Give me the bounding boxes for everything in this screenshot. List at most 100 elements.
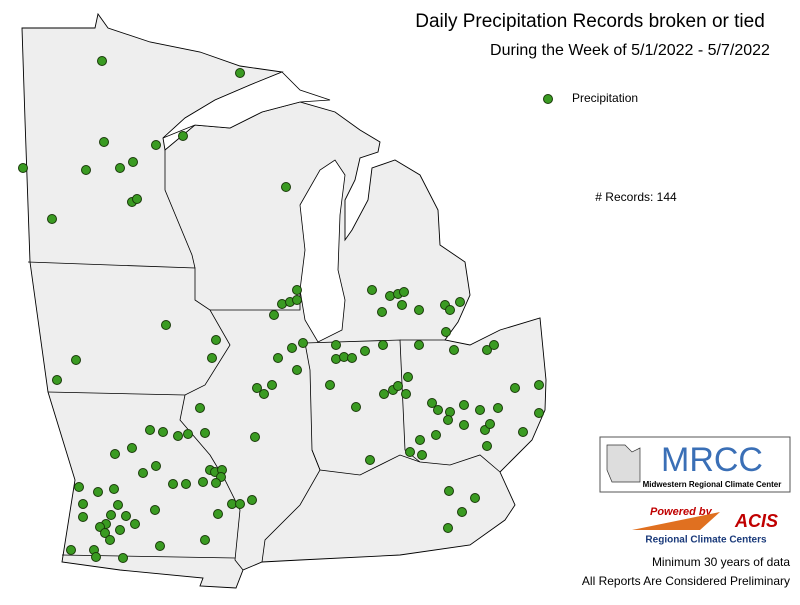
record-point (377, 307, 387, 317)
record-point (151, 140, 161, 150)
record-point (325, 380, 335, 390)
record-point (71, 355, 81, 365)
record-point (414, 305, 424, 315)
logo-map (606, 444, 641, 483)
records-count: # Records: 144 (595, 190, 677, 204)
record-point (417, 450, 427, 460)
record-point (200, 428, 210, 438)
record-point (132, 194, 142, 204)
record-point (360, 346, 370, 356)
record-point (252, 383, 262, 393)
record-point (115, 525, 125, 535)
record-point (393, 381, 403, 391)
logo-full-name: Midwestern Regional Climate Center (643, 480, 782, 489)
record-point (110, 449, 120, 459)
record-point (493, 403, 503, 413)
record-point (444, 486, 454, 496)
record-point (181, 479, 191, 489)
record-point (106, 510, 116, 520)
mrcc-logo: MRCC Midwestern Regional Climate Center (599, 436, 791, 493)
record-point (130, 519, 140, 529)
record-point (449, 345, 459, 355)
record-point (207, 353, 217, 363)
record-point (138, 468, 148, 478)
record-point (121, 511, 131, 521)
record-point (459, 400, 469, 410)
legend-marker (543, 94, 553, 104)
logo-name: MRCC (661, 441, 763, 479)
record-point (74, 482, 84, 492)
record-point (128, 157, 138, 167)
record-point (47, 214, 57, 224)
record-point (211, 335, 221, 345)
record-point (200, 535, 210, 545)
record-point (401, 389, 411, 399)
record-point (100, 528, 110, 538)
record-point (235, 68, 245, 78)
record-point (441, 327, 451, 337)
record-point (443, 523, 453, 533)
record-point (510, 383, 520, 393)
record-point (427, 398, 437, 408)
record-point (145, 425, 155, 435)
record-point (405, 447, 415, 457)
record-point (267, 380, 277, 390)
record-point (365, 455, 375, 465)
record-point (415, 435, 425, 445)
record-point (457, 507, 467, 517)
record-point (178, 131, 188, 141)
map-subtitle: During the Week of 5/1/2022 - 5/7/2022 (490, 42, 770, 59)
record-point (158, 427, 168, 437)
record-point (431, 430, 441, 440)
record-point (195, 403, 205, 413)
record-point (183, 429, 193, 439)
record-point (378, 340, 388, 350)
record-point (198, 477, 208, 487)
record-point (173, 431, 183, 441)
record-point (399, 287, 409, 297)
map-title: Daily Precipitation Records broken or ti… (415, 11, 765, 32)
record-point (379, 389, 389, 399)
record-point (250, 432, 260, 442)
record-point (259, 389, 269, 399)
record-point (109, 484, 119, 494)
record-point (298, 338, 308, 348)
acis-swoosh (632, 512, 720, 530)
record-point (113, 500, 123, 510)
footer-note: All Reports Are Considered Preliminary (582, 574, 790, 588)
record-point (99, 137, 109, 147)
record-point (367, 285, 377, 295)
record-point (150, 505, 160, 515)
record-point (489, 340, 499, 350)
record-point (213, 509, 223, 519)
record-point (161, 320, 171, 330)
record-point (115, 163, 125, 173)
record-point (347, 353, 357, 363)
record-point (235, 499, 245, 509)
record-point (91, 552, 101, 562)
record-point (93, 487, 103, 497)
lake-superior (162, 71, 331, 139)
record-point (455, 297, 465, 307)
record-point (247, 495, 257, 505)
record-point (445, 305, 455, 315)
record-points (18, 56, 544, 563)
record-point (78, 512, 88, 522)
legend-label: Precipitation (572, 91, 638, 105)
record-point (518, 427, 528, 437)
record-point (66, 545, 76, 555)
record-point (18, 163, 28, 173)
powered-by: Powered by (650, 506, 713, 518)
acis-name: ACIS (734, 511, 778, 531)
record-point (155, 541, 165, 551)
record-point (534, 380, 544, 390)
acis-full-name: Regional Climate Centers (645, 535, 767, 546)
record-point (168, 479, 178, 489)
record-point (351, 402, 361, 412)
record-point (81, 165, 91, 175)
record-point (287, 343, 297, 353)
record-point (403, 372, 413, 382)
record-point (485, 419, 495, 429)
record-point (52, 375, 62, 385)
